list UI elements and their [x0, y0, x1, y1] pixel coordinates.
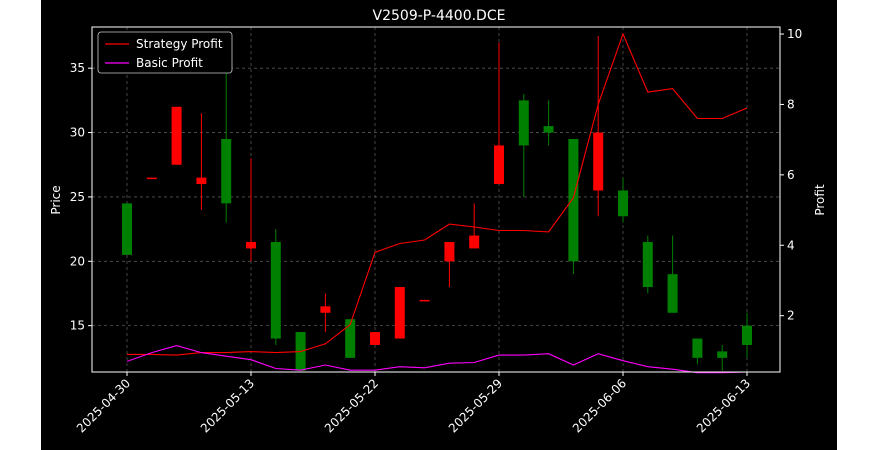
- y-axis-left-label: Price: [49, 185, 63, 214]
- y-left-tick-label-4: 35: [70, 61, 85, 75]
- candle-body-6: [270, 241, 281, 339]
- candle-body-12: [419, 299, 430, 302]
- y-axis-left: 15 20 25 30 35: [70, 61, 92, 333]
- candle-body-3: [196, 177, 207, 185]
- chart-title: V2509-P-4400.DCE: [373, 8, 506, 24]
- candle-body-13: [444, 241, 455, 262]
- candle-body-9: [345, 319, 356, 358]
- candles: [122, 36, 752, 371]
- legend-label-1: Basic Profit: [136, 56, 203, 70]
- legend: Strategy Profit Basic Profit: [97, 31, 233, 74]
- candle-body-17: [543, 126, 554, 133]
- candle-body-15: [494, 145, 504, 185]
- y-right-tick-label-2: 6: [787, 168, 795, 182]
- y-axis-right: 2 4 6 8 10: [780, 27, 802, 323]
- chart-panel: V2509-P-4400.DCE 2025-04-30 2025-05-13 202…: [41, 0, 837, 450]
- y-left-tick-label-0: 15: [70, 319, 85, 333]
- x-tick-label-3: 2025-05-29: [446, 376, 505, 435]
- y-right-tick-label-4: 10: [787, 27, 802, 41]
- y-right-tick-label-1: 4: [787, 238, 795, 252]
- x-tick-label-5: 2025-06-13: [694, 376, 753, 435]
- candle-body-5: [246, 241, 256, 249]
- x-tick-label-2: 2025-05-22: [322, 376, 381, 435]
- candle-body-4: [221, 138, 232, 204]
- x-tick-label-1: 2025-05-13: [198, 376, 257, 435]
- series-line-basic-profit: [126, 345, 748, 374]
- candle-body-0: [122, 203, 132, 255]
- candle-body-18: [568, 138, 579, 262]
- candle-body-8: [320, 306, 331, 313]
- y-left-tick-label-2: 25: [70, 190, 85, 204]
- profit-lines: [126, 32, 748, 374]
- candle-body-1: [146, 177, 157, 180]
- y-left-tick-label-3: 30: [70, 126, 85, 140]
- candle-body-22: [667, 274, 678, 313]
- candle-body-23: [692, 338, 703, 358]
- candle-body-16: [518, 100, 529, 146]
- y-axis-right-label: Profit: [813, 184, 827, 216]
- candle-body-2: [171, 106, 182, 165]
- candle-body-14: [469, 235, 480, 249]
- y-right-tick-label-0: 2: [787, 309, 795, 323]
- candle-body-19: [593, 132, 604, 191]
- candle-body-20: [618, 190, 628, 217]
- x-tick-label-4: 2025-06-06: [570, 376, 629, 435]
- candle-body-24: [717, 351, 728, 358]
- candle-body-10: [370, 332, 380, 345]
- candle-body-25: [742, 325, 752, 345]
- x-tick-label-0: 2025-04-30: [74, 376, 133, 435]
- series-line-strategy-profit: [127, 32, 748, 356]
- candlestick-chart: V2509-P-4400.DCE 2025-04-30 2025-05-13 202…: [49, 8, 827, 435]
- x-axis: 2025-04-30 2025-05-13 2025-05-22 2025-05-29…: [74, 372, 753, 435]
- candle-body-21: [642, 241, 653, 288]
- legend-box: [97, 31, 233, 74]
- legend-label-0: Strategy Profit: [136, 37, 223, 51]
- grid-lines: [92, 27, 780, 372]
- y-left-tick-label-1: 20: [70, 254, 85, 268]
- plot-frame: [91, 26, 781, 373]
- candle-body-11: [394, 287, 405, 339]
- y-right-tick-label-3: 8: [787, 97, 795, 111]
